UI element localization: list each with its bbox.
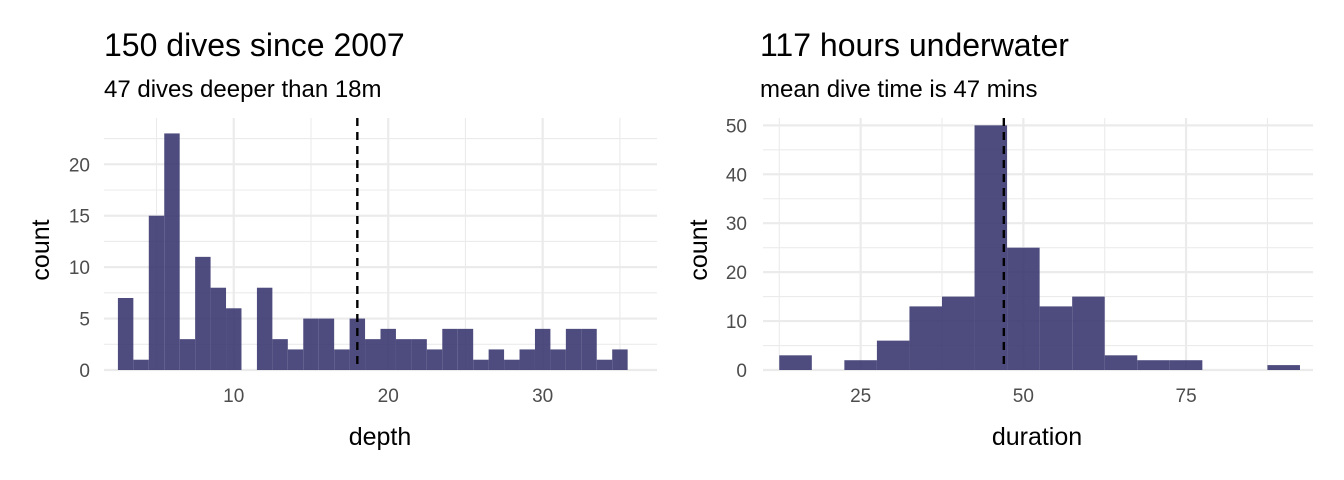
depth-bar xyxy=(596,359,613,370)
depth-chart-title: 150 dives since 2007 xyxy=(104,27,405,63)
depth-bars xyxy=(117,133,628,370)
depth-bar xyxy=(473,359,489,370)
duration-bar xyxy=(1267,365,1300,370)
depth-y-axis-title: count xyxy=(27,219,55,280)
duration-x-tick-label: 75 xyxy=(1176,386,1197,407)
depth-bar xyxy=(164,133,180,370)
duration-bar xyxy=(876,340,910,370)
duration-bars xyxy=(779,125,1300,370)
depth-bar xyxy=(117,298,134,370)
depth-bar xyxy=(426,349,443,370)
duration-chart-subtitle: mean dive time is 47 mins xyxy=(760,76,1037,103)
depth-histogram-panel: 150 dives since 2007 47 dives deeper tha… xyxy=(27,27,657,451)
duration-x-tick-label: 50 xyxy=(1013,386,1034,407)
depth-bar xyxy=(272,339,288,370)
duration-chart-title: 117 hours underwater xyxy=(760,27,1069,63)
depth-bar xyxy=(612,349,628,370)
depth-x-tick-labels: 10 20 30 xyxy=(223,386,553,407)
depth-bar xyxy=(287,349,304,370)
depth-bar xyxy=(581,328,597,370)
depth-bar xyxy=(210,287,227,370)
depth-bar xyxy=(411,339,427,370)
depth-y-tick-label: 5 xyxy=(79,310,90,331)
duration-x-axis-title: duration xyxy=(992,423,1082,451)
depth-bar xyxy=(133,359,149,370)
depth-x-tick-label: 10 xyxy=(223,386,244,407)
duration-bar xyxy=(1104,355,1138,370)
depth-chart-subtitle: 47 dives deeper than 18m xyxy=(104,76,382,103)
duration-bar xyxy=(1039,306,1073,370)
duration-histogram-panel: 117 hours underwater mean dive time is 4… xyxy=(685,27,1313,451)
depth-bar xyxy=(380,328,396,370)
depth-bar xyxy=(226,308,242,370)
duration-y-tick-label: 50 xyxy=(726,116,747,137)
depth-bar xyxy=(442,328,458,370)
duration-y-tick-label: 40 xyxy=(726,165,747,186)
depth-bar xyxy=(565,328,582,370)
depth-bar xyxy=(550,349,566,370)
duration-bar xyxy=(844,360,877,370)
duration-y-tick-label: 20 xyxy=(726,263,747,284)
depth-bar xyxy=(395,339,412,370)
duration-bar xyxy=(1007,247,1040,370)
duration-bar xyxy=(1169,360,1203,370)
depth-bar xyxy=(318,318,335,370)
depth-y-tick-label: 20 xyxy=(69,155,90,176)
duration-bar xyxy=(909,306,942,370)
depth-bar xyxy=(457,328,474,370)
duration-bar xyxy=(974,125,1008,370)
duration-bar xyxy=(779,355,812,370)
duration-y-axis-title: count xyxy=(685,219,713,280)
duration-x-tick-label: 25 xyxy=(850,386,871,407)
depth-bar xyxy=(179,339,196,370)
depth-bar xyxy=(303,318,319,370)
depth-bar xyxy=(519,349,535,370)
duration-y-tick-label: 10 xyxy=(726,312,747,333)
depth-x-tick-label: 30 xyxy=(532,386,553,407)
depth-x-tick-label: 20 xyxy=(378,386,399,407)
duration-x-tick-labels: 25 50 75 xyxy=(850,386,1197,407)
depth-bar xyxy=(488,349,505,370)
depth-y-tick-label: 15 xyxy=(69,207,90,228)
duration-y-tick-label: 30 xyxy=(726,214,747,235)
depth-bar xyxy=(334,349,350,370)
depth-bar xyxy=(534,328,551,370)
depth-y-tick-label: 10 xyxy=(69,258,90,279)
duration-y-tick-labels: 0 10 20 30 40 50 xyxy=(726,116,747,382)
duration-y-tick-label: 0 xyxy=(736,361,747,382)
depth-y-tick-labels: 0 5 10 15 20 xyxy=(69,155,90,382)
duration-bar xyxy=(1137,360,1170,370)
depth-bar xyxy=(504,359,520,370)
depth-bar xyxy=(365,339,381,370)
depth-bar xyxy=(256,287,273,370)
duration-bar xyxy=(941,296,975,370)
depth-x-axis-title: depth xyxy=(349,423,412,451)
depth-y-tick-label: 0 xyxy=(79,361,90,382)
duration-bar xyxy=(1072,296,1105,370)
depth-bar xyxy=(195,256,211,370)
depth-bar xyxy=(148,215,165,370)
